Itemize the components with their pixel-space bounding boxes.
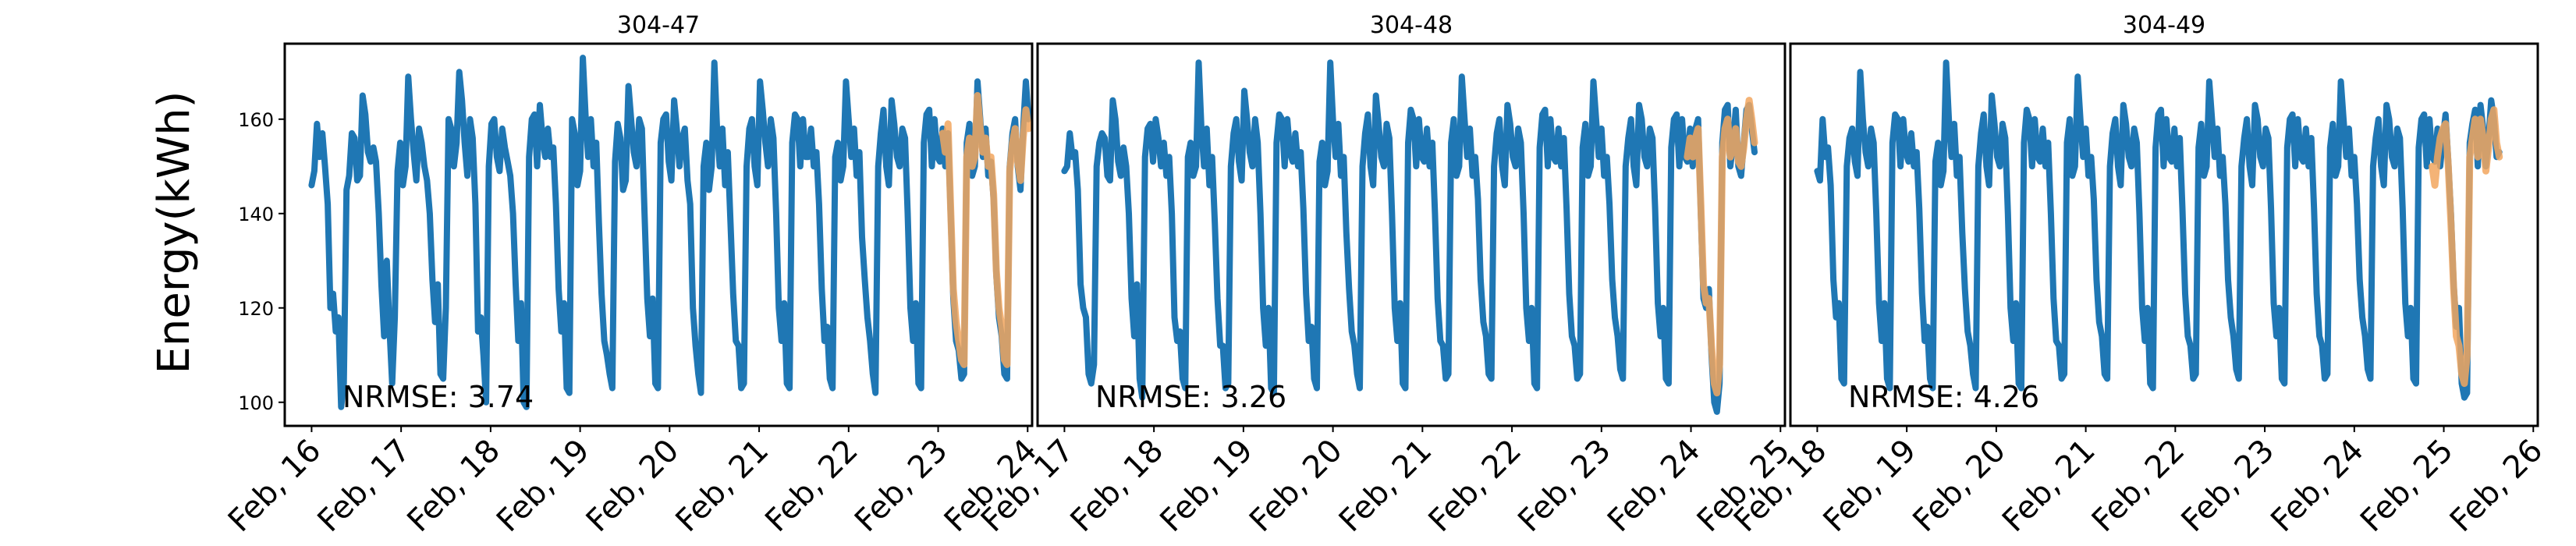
x-tick-label: Feb, 21 xyxy=(669,433,776,540)
x-tick-label: Feb, 19 xyxy=(490,433,597,540)
series-actual-line xyxy=(1061,59,1758,415)
x-tick-label: Feb, 22 xyxy=(1422,433,1529,540)
x-tick-label: Feb, 23 xyxy=(2175,433,2282,540)
y-tick-label: 120 xyxy=(238,298,274,320)
y-tick-label: 160 xyxy=(238,109,274,131)
x-tick-label: Feb, 16 xyxy=(222,433,328,540)
panel-title: 304-49 xyxy=(2123,12,2205,39)
x-tick-label: Feb, 21 xyxy=(1996,433,2102,540)
plot-frame xyxy=(283,42,1034,427)
y-tick-label: 100 xyxy=(238,392,274,414)
series-actual-line xyxy=(308,55,1032,410)
plot-frame xyxy=(1789,42,2539,427)
x-tick-label: Feb, 25 xyxy=(2354,433,2461,540)
x-tick-label: Feb, 18 xyxy=(1064,433,1171,540)
x-tick-label: Feb, 23 xyxy=(848,433,955,540)
x-tick-label: Feb, 17 xyxy=(311,433,418,540)
x-tick-label: Feb, 19 xyxy=(1817,433,1924,540)
x-tick-label: Feb, 26 xyxy=(2443,433,2550,540)
series-forecast-line xyxy=(1684,97,1758,397)
nrmse-annotation: NRMSE: 3.74 xyxy=(342,380,534,414)
x-tick-label: Feb, 21 xyxy=(1332,433,1439,540)
series-actual-line xyxy=(1814,59,2503,401)
x-tick-label: Feb, 24 xyxy=(1601,433,1708,540)
y-axis-label: Energy(kWh) xyxy=(149,90,200,374)
x-tick-label: Feb, 18 xyxy=(400,433,507,540)
x-tick-label: Feb, 22 xyxy=(758,433,865,540)
plot-frame xyxy=(1036,42,1787,427)
y-tick-label: 140 xyxy=(238,204,274,225)
panel-title: 304-47 xyxy=(617,12,700,39)
panel-title: 304-48 xyxy=(1370,12,1453,39)
x-tick-label: Feb, 20 xyxy=(1906,433,2013,540)
nrmse-annotation: NRMSE: 3.26 xyxy=(1095,380,1286,414)
x-tick-label: Feb, 24 xyxy=(2264,433,2371,540)
series-forecast-line xyxy=(939,92,1032,368)
x-tick-label: Feb, 22 xyxy=(2085,433,2192,540)
x-tick-label: Feb, 20 xyxy=(580,433,687,540)
series-forecast-line xyxy=(2429,106,2503,388)
x-tick-label: Feb, 23 xyxy=(1511,433,1618,540)
nrmse-annotation: NRMSE: 4.26 xyxy=(1848,380,2039,414)
x-tick-label: Feb, 20 xyxy=(1243,433,1350,540)
x-tick-label: Feb, 19 xyxy=(1153,433,1260,540)
